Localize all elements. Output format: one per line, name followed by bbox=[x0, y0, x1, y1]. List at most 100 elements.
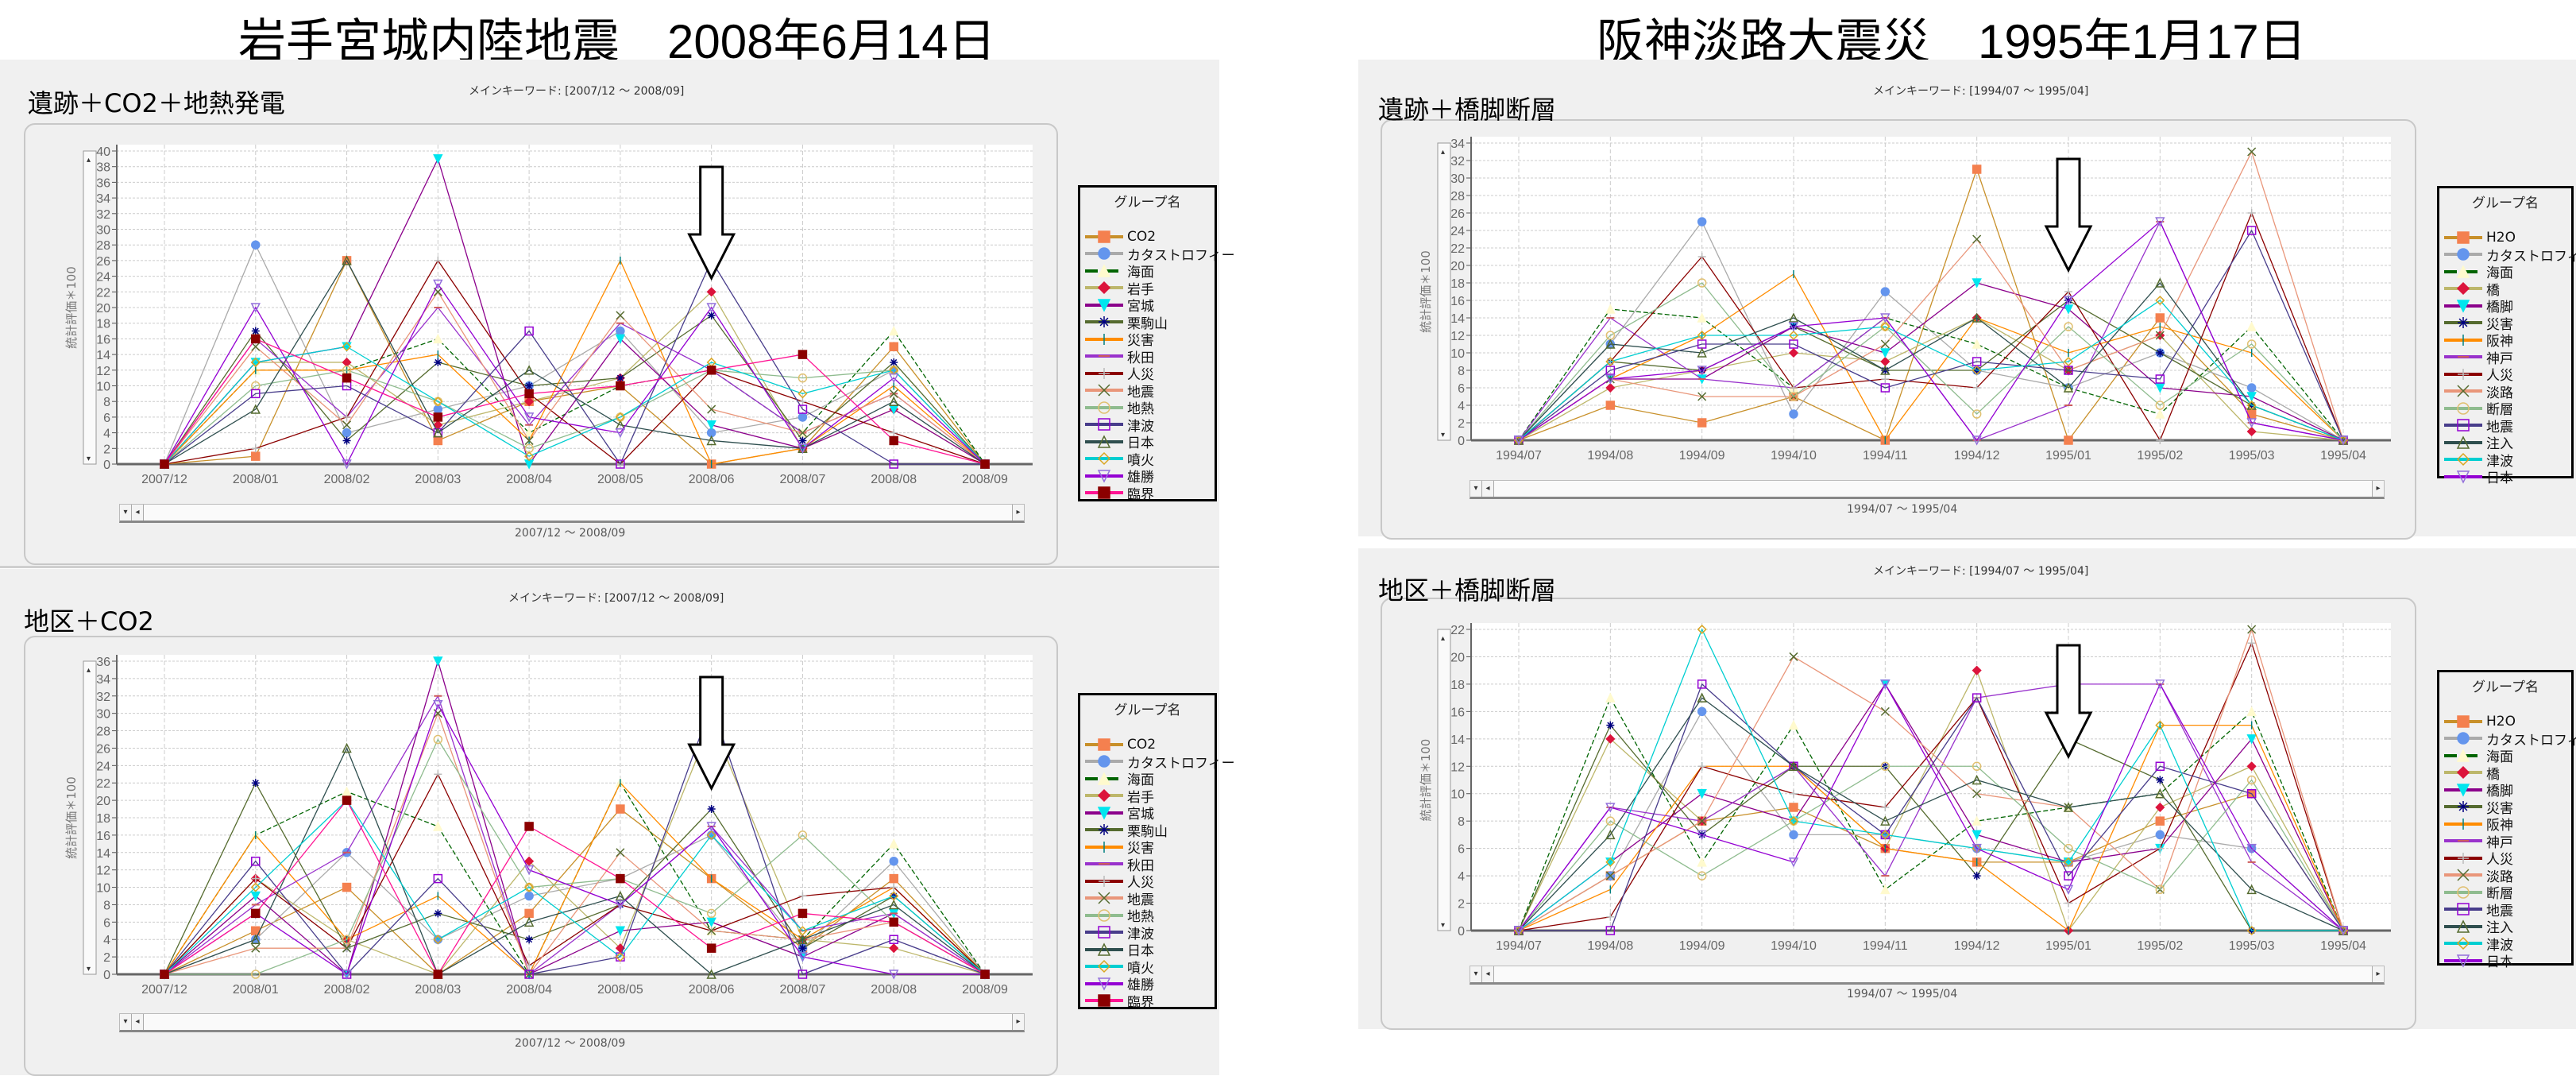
data-point bbox=[434, 358, 442, 366]
data-point bbox=[523, 865, 535, 876]
vertical-scrollbar[interactable] bbox=[83, 150, 97, 465]
legend-label: 噴火 bbox=[1127, 452, 1154, 469]
y-tick-label: 16 bbox=[1450, 706, 1465, 719]
horizontal-scrollbar-3[interactable]: ▾ ◂ ▸ bbox=[1470, 480, 2385, 499]
data-point bbox=[706, 908, 716, 919]
legend-label: 橋 bbox=[2486, 282, 2500, 299]
data-point bbox=[251, 327, 260, 335]
data-point bbox=[1788, 312, 1799, 323]
y-tick-label: 14 bbox=[96, 349, 110, 362]
y-tick-label: 36 bbox=[96, 176, 110, 190]
scroll-up-button: ▴ bbox=[87, 156, 91, 164]
main-keyword-2: メインキーワード: [2007/12 ～ 2008/09] bbox=[508, 592, 724, 605]
x-tick-label: 2008/02 bbox=[324, 983, 370, 997]
legend-label: 神戸 bbox=[2486, 350, 2513, 367]
legend-item: 臨界 bbox=[1085, 485, 1210, 503]
legend-label: 日本 bbox=[2486, 954, 2513, 971]
legend-2: グループ名 CO2 カタストロフィー 海面 岩手 宮城 栗駒山 災害 秋田 人災 地震 地熱 津波 日本噴… bbox=[1078, 693, 1235, 1011]
data-point bbox=[434, 770, 442, 779]
data-point bbox=[251, 451, 261, 461]
data-point bbox=[889, 891, 899, 901]
data-point bbox=[433, 873, 443, 884]
legend-item: 淡路 bbox=[2444, 867, 2566, 885]
legend-label: 地震 bbox=[1127, 384, 1154, 401]
data-point bbox=[2246, 426, 2257, 437]
data-point bbox=[433, 709, 442, 718]
legend-swatch-icon bbox=[1085, 401, 1123, 414]
legend-item: 栗駒山 bbox=[1085, 822, 1210, 840]
legend-swatch-icon bbox=[1085, 384, 1123, 397]
legend-label: 人災 bbox=[1127, 875, 1154, 892]
legend-swatch-icon bbox=[2444, 300, 2482, 313]
data-point bbox=[707, 926, 716, 935]
legend-item: 日本 bbox=[1085, 941, 1210, 960]
x-tick-label: 1994/09 bbox=[1679, 939, 1725, 953]
y-tick-label: 16 bbox=[96, 333, 110, 346]
data-point bbox=[342, 882, 352, 892]
data-point bbox=[798, 952, 808, 962]
y-tick-label: 0 bbox=[103, 459, 110, 472]
data-point bbox=[1880, 339, 1890, 349]
y-tick-label: 28 bbox=[96, 726, 110, 739]
vertical-scrollbar[interactable] bbox=[1437, 629, 1451, 931]
data-point bbox=[250, 357, 261, 368]
legend-swatch-icon bbox=[1085, 738, 1123, 751]
series-line bbox=[164, 370, 986, 465]
vertical-scrollbar[interactable] bbox=[83, 660, 97, 975]
data-point bbox=[2063, 382, 2074, 393]
legend-label: 日本 bbox=[1127, 943, 1154, 960]
data-point bbox=[342, 255, 352, 265]
series-臨界 bbox=[160, 795, 990, 979]
data-point bbox=[1788, 719, 1799, 730]
legend-label: 日本 bbox=[1127, 435, 1154, 452]
x-tick-label: 2008/07 bbox=[780, 983, 826, 997]
legend-swatch-icon bbox=[1085, 435, 1123, 448]
data-point bbox=[1697, 392, 1707, 401]
data-point bbox=[1605, 356, 1616, 367]
legend-swatch-icon bbox=[2444, 839, 2482, 843]
data-point bbox=[251, 334, 261, 344]
legend-swatch-icon bbox=[1085, 333, 1123, 345]
series-line bbox=[164, 738, 986, 975]
legend-item: 日本 bbox=[2444, 468, 2566, 486]
data-point bbox=[1880, 313, 1890, 323]
series-line bbox=[1518, 628, 2343, 931]
horizontal-scrollbar-1[interactable]: ▾ ◂ ▸ bbox=[119, 504, 1025, 523]
data-point bbox=[2155, 679, 2165, 690]
data-point bbox=[2246, 884, 2257, 895]
data-point bbox=[523, 916, 535, 927]
data-point bbox=[1605, 304, 1616, 314]
x-tick-label: 2007/12 bbox=[141, 473, 187, 486]
y-tick-label: 18 bbox=[1450, 679, 1465, 692]
legend-item: 栗駒山 bbox=[1085, 314, 1210, 332]
right-event-title: 阪神淡路大震災 1995年1月17日 bbox=[1597, 15, 2307, 68]
data-point bbox=[1697, 217, 1707, 226]
data-point bbox=[1605, 829, 1616, 840]
data-point bbox=[889, 373, 899, 384]
data-point bbox=[342, 935, 352, 944]
legend-item: 秋田 bbox=[1085, 856, 1210, 874]
x-tick-label: 1994/12 bbox=[1954, 939, 2000, 953]
x-tick-label: 1995/03 bbox=[2229, 449, 2275, 463]
legend-4: グループ名 H2O カタストロフィー海面橋橋脚災害阪神神戸人災淡路断層地震注入津波日… bbox=[2437, 670, 2576, 970]
y-tick-label: 16 bbox=[1450, 295, 1465, 308]
data-point bbox=[2063, 857, 2074, 867]
legend-swatch-icon bbox=[2444, 749, 2482, 762]
series-line bbox=[164, 772, 986, 975]
legend-swatch-icon bbox=[2444, 715, 2482, 728]
horizontal-scrollbar-4[interactable]: ▾ ◂ ▸ bbox=[1470, 966, 2385, 985]
legend-3: グループ名 H2O カタストロフィー海面橋橋脚災害阪神神戸人災淡路断層地震注入津波日… bbox=[2437, 186, 2576, 486]
legend-label: 臨界 bbox=[1127, 994, 1154, 1011]
data-point bbox=[160, 459, 169, 469]
data-point bbox=[2156, 349, 2165, 357]
vertical-scrollbar[interactable] bbox=[1437, 142, 1451, 441]
legend-item: カタストロフィー bbox=[1085, 753, 1235, 772]
line-chart-2: 0246810121416182022242628303234362007/12… bbox=[64, 655, 1033, 997]
legend-item: 断層 bbox=[2444, 400, 2566, 418]
data-point bbox=[798, 970, 808, 979]
legend-label: 宮城 bbox=[1127, 807, 1154, 823]
data-point bbox=[706, 917, 716, 928]
data-point bbox=[1788, 330, 1799, 341]
data-point bbox=[160, 970, 169, 979]
horizontal-scrollbar-2[interactable]: ▾ ◂ ▸ bbox=[119, 1013, 1025, 1032]
